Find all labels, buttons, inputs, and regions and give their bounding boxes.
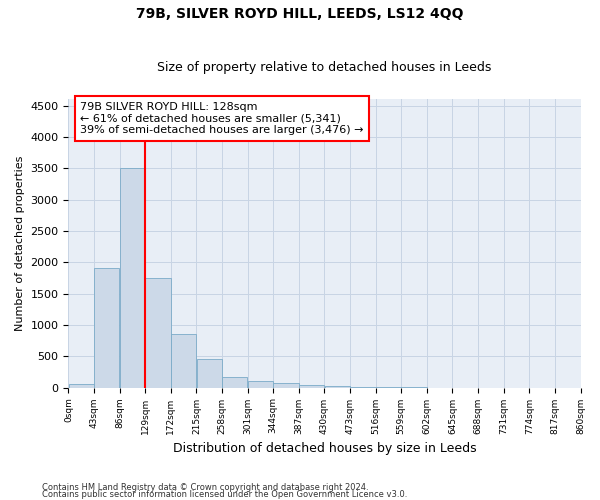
Bar: [145, 278, 170, 388]
Bar: [120, 168, 145, 388]
Bar: [274, 383, 299, 388]
Bar: [94, 268, 119, 388]
Bar: [325, 386, 350, 388]
Bar: [171, 334, 196, 388]
Bar: [248, 382, 273, 388]
Bar: [68, 384, 94, 388]
Text: 79B SILVER ROYD HILL: 128sqm
← 61% of detached houses are smaller (5,341)
39% of: 79B SILVER ROYD HILL: 128sqm ← 61% of de…: [80, 102, 364, 135]
Text: Contains HM Land Registry data © Crown copyright and database right 2024.: Contains HM Land Registry data © Crown c…: [42, 484, 368, 492]
X-axis label: Distribution of detached houses by size in Leeds: Distribution of detached houses by size …: [173, 442, 476, 455]
Text: Contains public sector information licensed under the Open Government Licence v3: Contains public sector information licen…: [42, 490, 407, 499]
Bar: [222, 376, 247, 388]
Bar: [299, 385, 325, 388]
Bar: [197, 360, 222, 388]
Y-axis label: Number of detached properties: Number of detached properties: [15, 156, 25, 331]
Title: Size of property relative to detached houses in Leeds: Size of property relative to detached ho…: [157, 62, 491, 74]
Text: 79B, SILVER ROYD HILL, LEEDS, LS12 4QQ: 79B, SILVER ROYD HILL, LEEDS, LS12 4QQ: [136, 8, 464, 22]
